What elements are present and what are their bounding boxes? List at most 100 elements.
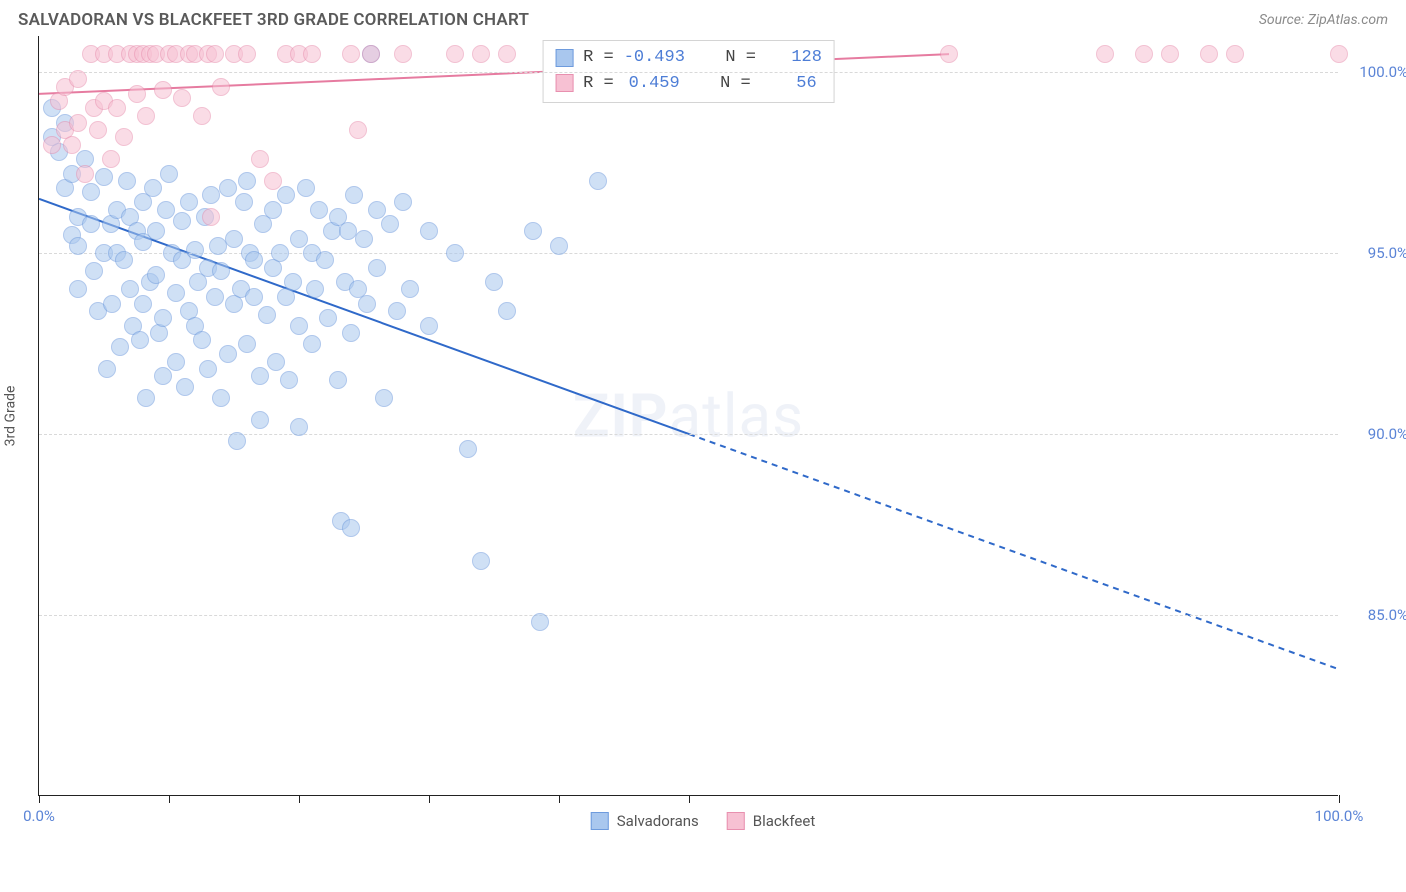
data-point (238, 335, 256, 353)
y-tick-label: 100.0% (1348, 63, 1406, 81)
data-point (245, 251, 263, 269)
data-point (193, 331, 211, 349)
data-point (228, 432, 246, 450)
data-point (193, 107, 211, 125)
legend-swatch (555, 74, 573, 92)
data-point (173, 89, 191, 107)
data-point (589, 172, 607, 190)
header: SALVADORAN VS BLACKFEET 3RD GRADE CORREL… (0, 0, 1406, 36)
data-point (401, 280, 419, 298)
stats-row: R =-0.493 N =128 (555, 45, 822, 71)
data-point (264, 201, 282, 219)
data-point (472, 45, 490, 63)
data-point (82, 183, 100, 201)
data-point (167, 353, 185, 371)
data-point (280, 371, 298, 389)
data-point (118, 172, 136, 190)
data-point (358, 295, 376, 313)
data-point (85, 262, 103, 280)
data-point (388, 302, 406, 320)
data-point (199, 360, 217, 378)
data-point (459, 440, 477, 458)
chart-container: 3rd Grade ZIPatlas R =-0.493 N =128R =0.… (18, 36, 1388, 796)
data-point (1135, 45, 1153, 63)
data-point (375, 389, 393, 407)
data-point (251, 411, 269, 429)
data-point (95, 168, 113, 186)
data-point (121, 280, 139, 298)
data-point (131, 331, 149, 349)
data-point (446, 45, 464, 63)
data-point (202, 208, 220, 226)
data-point (137, 107, 155, 125)
data-point (381, 215, 399, 233)
data-point (103, 295, 121, 313)
data-point (251, 367, 269, 385)
legend-swatch (727, 812, 745, 830)
data-point (329, 371, 347, 389)
data-point (69, 237, 87, 255)
data-point (290, 418, 308, 436)
data-point (446, 244, 464, 262)
data-point (1200, 45, 1218, 63)
data-point (1226, 45, 1244, 63)
data-point (290, 317, 308, 335)
data-point (98, 360, 116, 378)
legend-label: Blackfeet (753, 812, 815, 830)
data-point (128, 85, 146, 103)
data-point (362, 45, 380, 63)
gridline-h (39, 615, 1338, 616)
data-point (147, 222, 165, 240)
data-point (271, 244, 289, 262)
data-point (111, 338, 129, 356)
data-point (394, 45, 412, 63)
data-point (180, 193, 198, 211)
data-point (238, 172, 256, 190)
legend-swatch (555, 49, 573, 67)
data-point (498, 302, 516, 320)
data-point (264, 172, 282, 190)
data-point (69, 280, 87, 298)
data-point (102, 150, 120, 168)
x-tick (1339, 795, 1340, 803)
data-point (212, 389, 230, 407)
data-point (1096, 45, 1114, 63)
data-point (524, 222, 542, 240)
y-tick-label: 95.0% (1348, 244, 1406, 262)
legend-swatch (591, 812, 609, 830)
data-point (303, 335, 321, 353)
y-tick-label: 90.0% (1348, 425, 1406, 443)
data-point (154, 81, 172, 99)
x-tick-label: 0.0% (23, 807, 55, 825)
x-tick (429, 795, 430, 803)
data-point (219, 345, 237, 363)
data-point (69, 70, 87, 88)
data-point (173, 212, 191, 230)
x-tick (299, 795, 300, 803)
data-point (284, 273, 302, 291)
data-point (89, 121, 107, 139)
data-point (212, 78, 230, 96)
x-tick (169, 795, 170, 803)
data-point (225, 230, 243, 248)
x-tick (689, 795, 690, 803)
trend-lines-layer (39, 36, 1339, 796)
data-point (137, 389, 155, 407)
data-point (355, 230, 373, 248)
data-point (115, 128, 133, 146)
data-point (245, 288, 263, 306)
data-point (316, 251, 334, 269)
data-point (1330, 45, 1348, 63)
data-point (368, 259, 386, 277)
plot-area: ZIPatlas R =-0.493 N =128R =0.459 N =56 … (38, 36, 1338, 796)
data-point (297, 179, 315, 197)
legend-bottom: SalvadoransBlackfeet (591, 812, 816, 830)
data-point (206, 288, 224, 306)
data-point (368, 201, 386, 219)
data-point (303, 45, 321, 63)
data-point (251, 150, 269, 168)
data-point (342, 519, 360, 537)
data-point (144, 179, 162, 197)
data-point (69, 114, 87, 132)
legend-item: Blackfeet (727, 812, 815, 830)
